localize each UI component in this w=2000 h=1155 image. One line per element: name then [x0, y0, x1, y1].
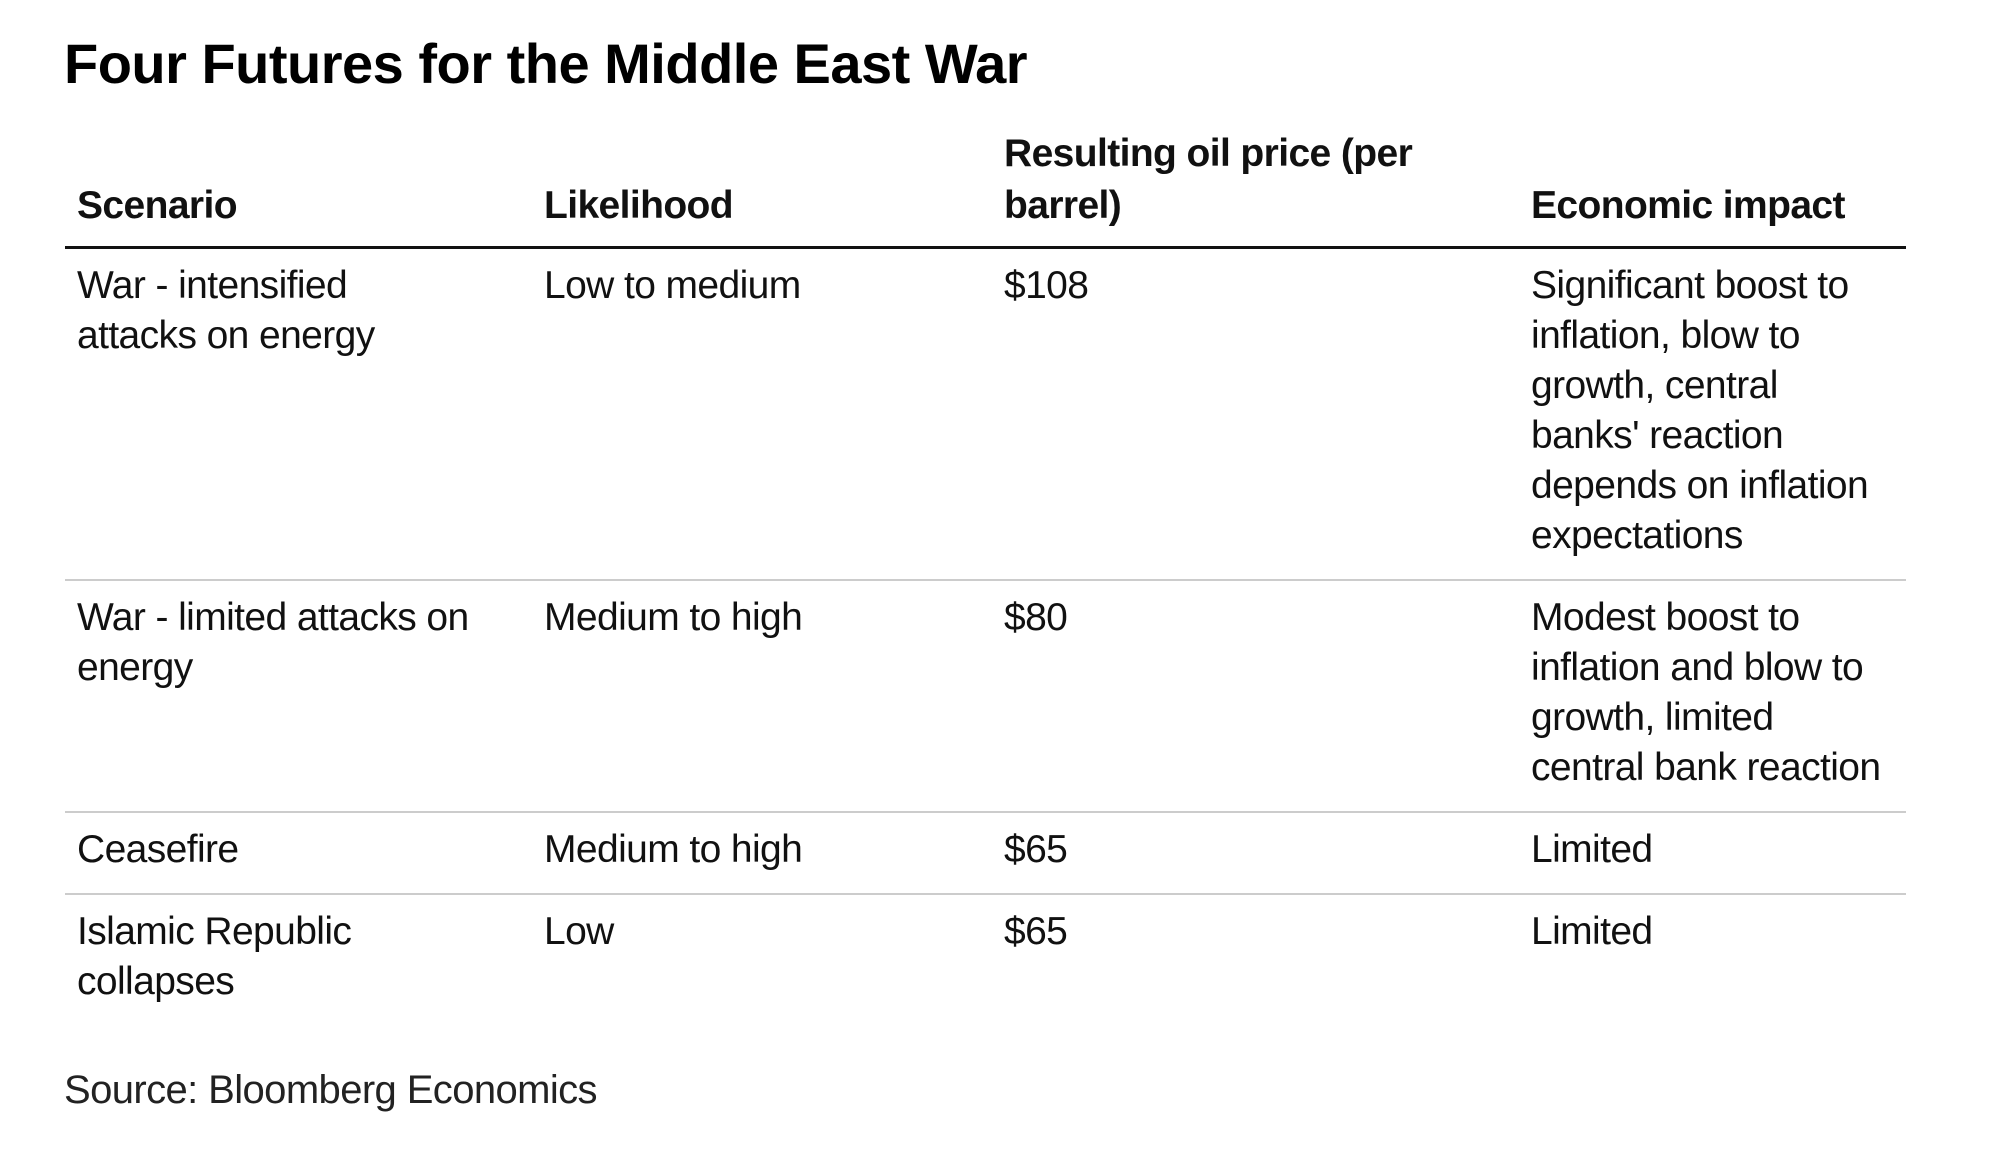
likelihood-cell: Medium to high	[532, 812, 992, 895]
table-row: Ceasefire Medium to high $65 Limited	[65, 812, 1906, 895]
oil-price-cell: $80	[992, 580, 1519, 813]
scenario-cell: Ceasefire	[65, 812, 532, 895]
likelihood-cell: Low to medium	[532, 247, 992, 581]
scenario-cell: War - limited attacks on energy	[65, 580, 532, 813]
oil-price-cell: $65	[992, 812, 1519, 895]
page-title: Four Futures for the Middle East War	[64, 32, 1028, 95]
table-row: War - limited attacks on energy Medium t…	[65, 580, 1906, 813]
table-row: War - intensified attacks on energy Low …	[65, 247, 1906, 581]
economic-impact-cell: Modest boost to inflation and blow to gr…	[1519, 580, 1906, 813]
scenario-cell: War - intensified attacks on energy	[65, 247, 532, 581]
header-likelihood: Likelihood	[532, 128, 992, 249]
table-header-row: Scenario Likelihood Resulting oil price …	[65, 128, 1906, 249]
economic-impact-cell: Limited	[1519, 812, 1906, 895]
header-economic-impact: Economic impact	[1519, 128, 1906, 249]
likelihood-cell: Medium to high	[532, 580, 992, 813]
scenario-cell: Islamic Republic collapses	[77, 910, 352, 1003]
scenarios-table: Scenario Likelihood Resulting oil price …	[65, 128, 1906, 1025]
header-scenario: Scenario	[65, 128, 532, 249]
oil-price-cell: $65	[1004, 910, 1068, 953]
table-row: Islamic Republic collapses Low $65 Limit…	[65, 894, 1906, 1025]
likelihood-cell: Low	[544, 910, 614, 953]
oil-price-cell: $108	[992, 247, 1519, 581]
economic-impact-cell: Significant boost to inflation, blow to …	[1519, 247, 1906, 581]
source-note: Source: Bloomberg Economics	[64, 1068, 598, 1112]
economic-impact-cell: Limited	[1531, 910, 1653, 953]
header-oil-price: Resulting oil price (per barrel)	[992, 128, 1519, 249]
